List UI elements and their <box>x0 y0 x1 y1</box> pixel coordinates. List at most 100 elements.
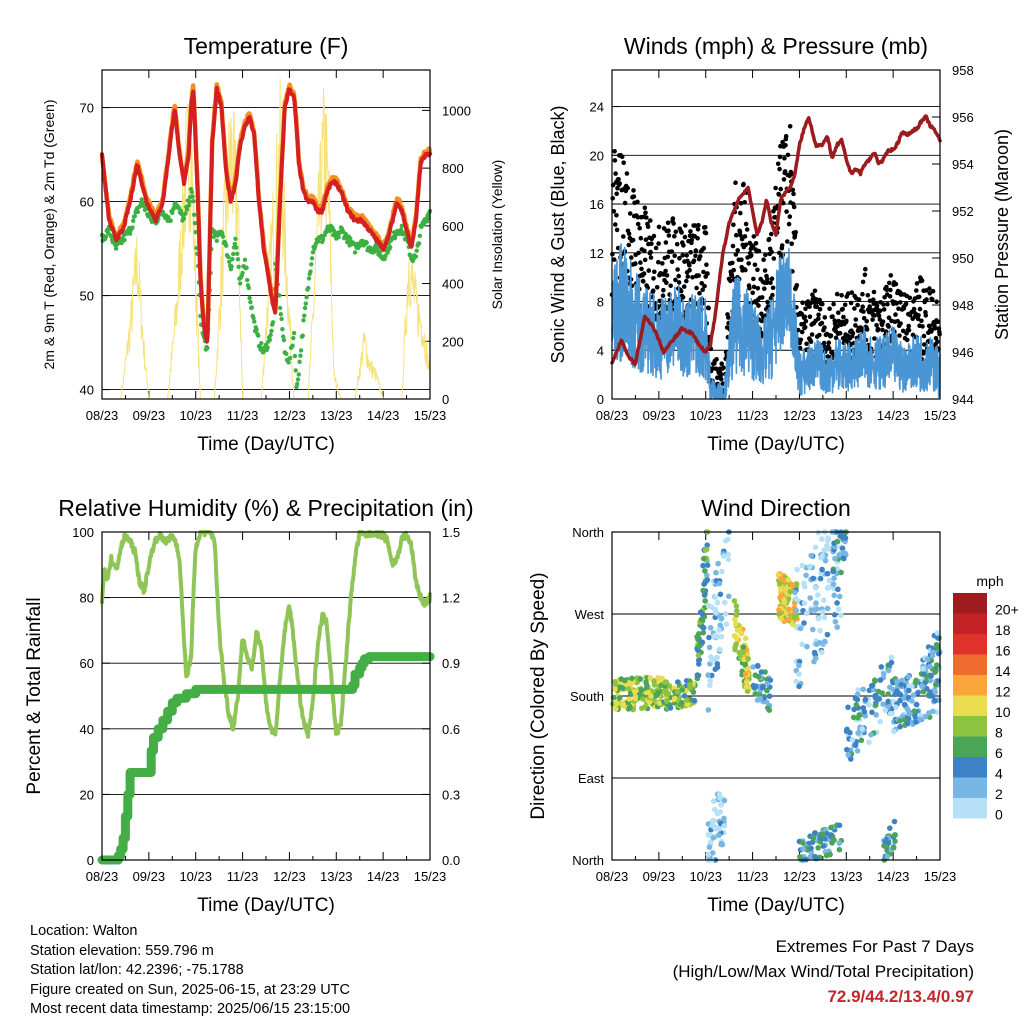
direction-point <box>818 649 825 655</box>
gust-point <box>839 293 844 298</box>
direction-point <box>733 621 739 627</box>
wind_direction-ytick-label: North <box>572 853 604 868</box>
dewpoint-point <box>280 327 285 332</box>
direction-point <box>807 563 813 570</box>
gust-point <box>787 214 793 219</box>
gust-point <box>706 305 711 311</box>
gust-point <box>630 237 636 243</box>
winds-xtick-label: 12/23 <box>783 408 816 423</box>
gust-point <box>619 154 625 160</box>
gust-point <box>687 263 692 268</box>
gust-point <box>816 316 821 322</box>
gust-point <box>765 276 770 282</box>
direction-point <box>705 672 711 678</box>
direction-point <box>717 591 724 598</box>
dewpoint-point <box>290 343 295 348</box>
gust-point <box>842 302 848 308</box>
gust-point <box>900 328 906 334</box>
direction-point <box>667 705 674 711</box>
gust-point <box>680 295 686 300</box>
gust-point <box>768 280 773 286</box>
direction-point <box>882 707 889 714</box>
speed-legend-swatch <box>953 716 987 737</box>
speed-legend-label: 16 <box>995 642 1011 658</box>
gust-point <box>770 292 775 298</box>
gust-point <box>751 284 757 290</box>
gust-point <box>743 242 749 248</box>
gust-point <box>684 253 689 258</box>
direction-point <box>648 693 654 699</box>
temperature-xlabel: Time (Day/UTC) <box>197 434 335 455</box>
speed-legend-label: 20+ <box>995 601 1019 617</box>
gust-point <box>808 339 814 345</box>
direction-point <box>877 677 884 683</box>
gust-point <box>782 155 787 161</box>
direction-point <box>878 664 885 670</box>
direction-point <box>679 687 685 693</box>
direction-point <box>711 634 717 640</box>
gust-point <box>849 290 855 295</box>
dewpoint-point <box>181 216 187 221</box>
direction-point <box>813 600 819 606</box>
gust-point <box>738 210 743 216</box>
gust-point <box>898 300 903 305</box>
gust-point <box>817 297 822 303</box>
gust-point <box>676 273 681 279</box>
direction-point <box>901 701 908 708</box>
dewpoint-point <box>184 207 190 212</box>
direction-point <box>696 643 703 649</box>
direction-point <box>855 687 861 693</box>
direction-point <box>821 638 828 645</box>
direction-point <box>757 696 763 703</box>
direction-point <box>703 546 710 553</box>
rh_precip-xlabel: Time (Day/UTC) <box>197 895 335 916</box>
gust-point <box>633 261 638 266</box>
dewpoint-point <box>269 328 274 334</box>
wind_direction-ytick-label: South <box>570 689 604 704</box>
direction-point <box>732 616 738 623</box>
gust-point <box>728 278 733 284</box>
direction-point <box>924 656 931 662</box>
gust-point <box>906 323 911 329</box>
direction-point <box>779 591 785 598</box>
gust-point <box>826 346 832 351</box>
dewpoint-point <box>270 320 276 325</box>
gust-point <box>830 314 835 319</box>
gust-point <box>829 350 835 356</box>
gust-point <box>641 279 646 284</box>
direction-point <box>824 585 831 591</box>
direction-frame <box>611 531 941 861</box>
gust-point <box>798 337 804 343</box>
dewpoint-point <box>281 334 286 339</box>
gust-point <box>769 276 775 282</box>
gust-point <box>924 297 929 302</box>
temperature-y2tick-label: 800 <box>442 161 464 176</box>
gust-point <box>886 324 891 329</box>
direction-point <box>824 538 831 544</box>
dewpoint-point <box>226 254 231 260</box>
gust-point <box>867 304 872 309</box>
dewpoint-point <box>345 239 350 245</box>
temperature-y2tick-label: 200 <box>442 334 464 349</box>
direction-point <box>830 568 836 575</box>
direction-point <box>927 663 933 670</box>
winds-frame <box>611 69 941 400</box>
gust-point <box>614 213 619 218</box>
direction-point <box>726 593 732 600</box>
gust-point <box>833 335 839 341</box>
direction-point <box>796 662 802 669</box>
wind_direction-ytick-label: North <box>572 525 604 540</box>
station-pressure-line <box>610 114 942 367</box>
dewpoint-point <box>374 244 380 249</box>
direction-point <box>926 714 933 720</box>
gust-point <box>679 230 684 235</box>
direction-point <box>927 693 933 699</box>
direction-point <box>705 832 712 838</box>
gust-point <box>664 273 670 278</box>
direction-point <box>868 732 874 738</box>
dewpoint-point <box>296 372 301 377</box>
gust-point <box>872 336 877 341</box>
direction-point <box>826 577 833 584</box>
gust-point <box>884 287 890 293</box>
